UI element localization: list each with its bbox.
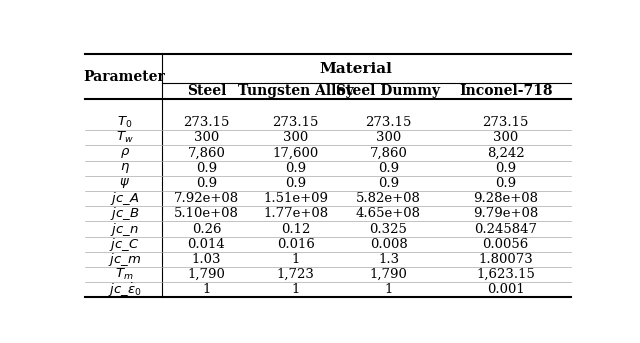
Text: 4.65e+08: 4.65e+08	[356, 207, 421, 220]
Text: 1: 1	[292, 283, 300, 296]
Text: 0.245847: 0.245847	[474, 223, 537, 236]
Text: 0.008: 0.008	[370, 238, 408, 251]
Text: $T_w$: $T_w$	[116, 130, 134, 145]
Text: Material: Material	[319, 62, 392, 76]
Text: 1,790: 1,790	[188, 268, 225, 281]
Text: 300: 300	[194, 131, 219, 144]
Text: 0.12: 0.12	[281, 223, 310, 236]
Text: 9.28e+08: 9.28e+08	[473, 192, 538, 205]
Text: $T_m$: $T_m$	[115, 267, 134, 282]
Text: Inconel-718: Inconel-718	[459, 84, 552, 98]
Text: 0.9: 0.9	[495, 162, 516, 175]
Text: 0.016: 0.016	[277, 238, 315, 251]
Text: 0.9: 0.9	[378, 177, 399, 190]
Text: $\psi$: $\psi$	[119, 176, 130, 190]
Text: 1,790: 1,790	[369, 268, 408, 281]
Text: 0.9: 0.9	[196, 162, 217, 175]
Text: $jc\_A$: $jc\_A$	[110, 190, 140, 207]
Text: 0.9: 0.9	[495, 177, 516, 190]
Text: Tungsten Alloy: Tungsten Alloy	[238, 84, 354, 98]
Text: 0.0056: 0.0056	[483, 238, 529, 251]
Text: 0.014: 0.014	[188, 238, 225, 251]
Text: 1.03: 1.03	[192, 253, 221, 266]
Text: 273.15: 273.15	[273, 116, 319, 129]
Text: 300: 300	[493, 131, 518, 144]
Text: $\rho$: $\rho$	[120, 146, 130, 160]
Text: Steel Dummy: Steel Dummy	[337, 84, 440, 98]
Text: 0.9: 0.9	[285, 162, 307, 175]
Text: 5.10e+08: 5.10e+08	[174, 207, 239, 220]
Text: 9.79e+08: 9.79e+08	[473, 207, 538, 220]
Text: 1.51e+09: 1.51e+09	[263, 192, 328, 205]
Text: 1.3: 1.3	[378, 253, 399, 266]
Text: 1: 1	[385, 283, 393, 296]
Text: 0.325: 0.325	[369, 223, 408, 236]
Text: $jc\_m$: $jc\_m$	[108, 251, 141, 268]
Text: 273.15: 273.15	[365, 116, 412, 129]
Text: 7,860: 7,860	[369, 146, 408, 159]
Text: 0.001: 0.001	[486, 283, 524, 296]
Text: 1,723: 1,723	[277, 268, 315, 281]
Text: $jc\_B$: $jc\_B$	[110, 205, 140, 222]
Text: Parameter: Parameter	[84, 70, 166, 84]
Text: $jc\_n$: $jc\_n$	[110, 221, 139, 237]
Text: 7,860: 7,860	[188, 146, 225, 159]
Text: 0.9: 0.9	[378, 162, 399, 175]
Text: 5.82e+08: 5.82e+08	[356, 192, 421, 205]
Text: 300: 300	[376, 131, 401, 144]
Text: 300: 300	[283, 131, 308, 144]
Text: 1: 1	[292, 253, 300, 266]
Text: $\eta$: $\eta$	[120, 161, 130, 175]
Text: Steel: Steel	[187, 84, 226, 98]
Text: 1.77e+08: 1.77e+08	[263, 207, 328, 220]
Text: 7.92e+08: 7.92e+08	[174, 192, 239, 205]
Text: 17,600: 17,600	[273, 146, 319, 159]
Text: $jc\_C$: $jc\_C$	[109, 236, 140, 253]
Text: 0.9: 0.9	[285, 177, 307, 190]
Text: 1: 1	[202, 283, 211, 296]
Text: 273.15: 273.15	[483, 116, 529, 129]
Text: $jc\_\dot{\epsilon}_0$: $jc\_\dot{\epsilon}_0$	[108, 281, 141, 298]
Text: $T_0$: $T_0$	[117, 115, 132, 130]
Text: 0.9: 0.9	[196, 177, 217, 190]
Text: 8,242: 8,242	[487, 146, 524, 159]
Text: 0.26: 0.26	[192, 223, 221, 236]
Text: 273.15: 273.15	[183, 116, 230, 129]
Text: 1,623.15: 1,623.15	[476, 268, 535, 281]
Text: 1.80073: 1.80073	[478, 253, 533, 266]
